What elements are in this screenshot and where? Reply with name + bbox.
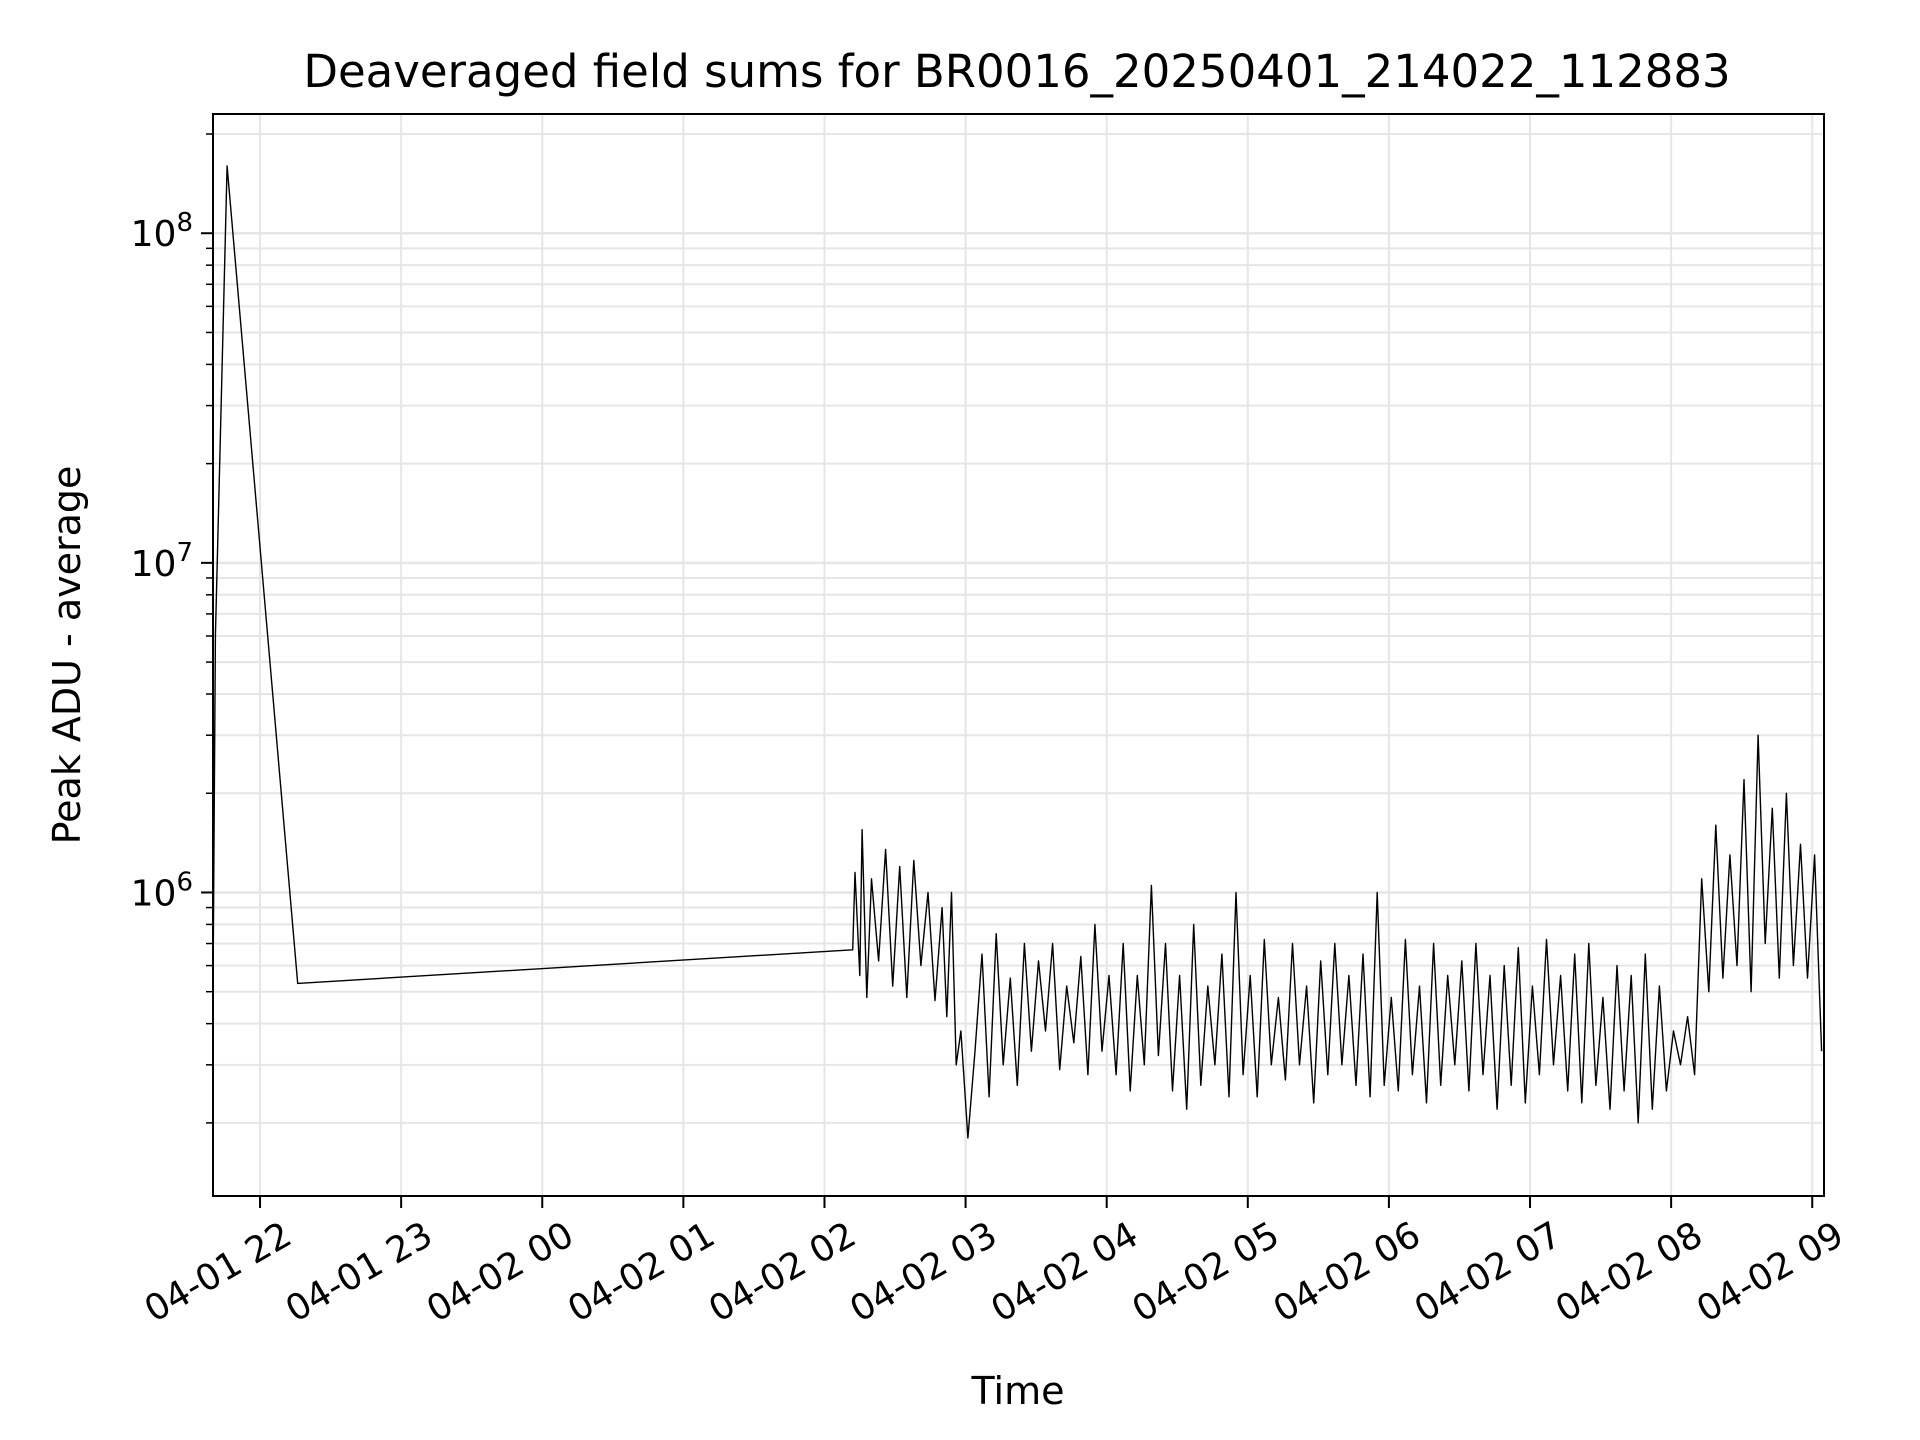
y-axis-ticks: 106 107 108 (131, 133, 213, 1124)
chart-title: Deaveraged field sums for BR0016_2025040… (303, 45, 1730, 98)
y-axis-label: Peak ADU - average (45, 466, 89, 845)
plot-frame (212, 113, 1825, 1197)
plot-area (213, 114, 1824, 1196)
series-line-0 (212, 165, 1823, 1139)
y-tick-label: 107 (131, 538, 193, 585)
y-tick-label: 108 (131, 208, 193, 255)
series-layer (212, 165, 1823, 1139)
y-tick-label: 106 (131, 867, 193, 914)
x-axis-label: Time (971, 1369, 1065, 1413)
